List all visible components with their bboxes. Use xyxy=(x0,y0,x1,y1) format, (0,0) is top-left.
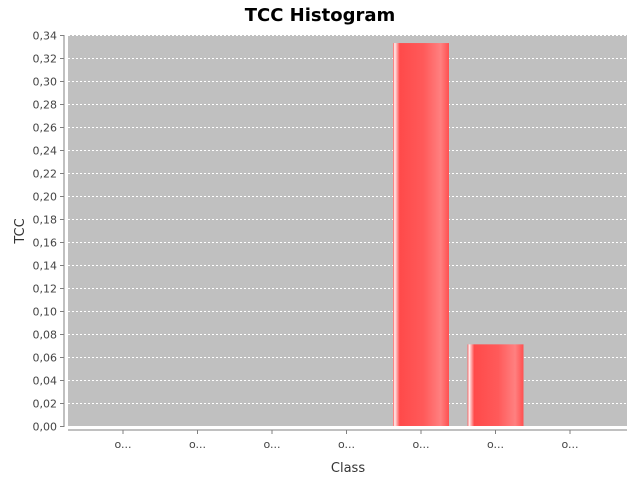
y-tick-label: 0,30 xyxy=(33,76,58,89)
bars xyxy=(393,43,524,427)
y-axis-ticks: 0,00 0,02 0,04 0,06 0,08 0,10 0,12 0,14 0,16 0,18… xyxy=(33,30,64,434)
bar xyxy=(467,344,524,426)
y-tick-label: 0,32 xyxy=(33,53,58,66)
y-tick-label: 0,34 xyxy=(33,30,58,43)
plot-area xyxy=(68,35,627,426)
y-tick-label: 0,28 xyxy=(33,99,58,112)
y-tick-label: 0,10 xyxy=(33,306,58,319)
chart-title: TCC Histogram xyxy=(245,5,396,26)
y-tick-label: 0,12 xyxy=(33,283,58,296)
y-tick-label: 0,00 xyxy=(33,421,58,434)
y-tick-label: 0,04 xyxy=(33,375,58,388)
y-tick-label: 0,18 xyxy=(33,214,58,227)
x-tick-label: o... xyxy=(114,438,131,451)
y-tick-label: 0,16 xyxy=(33,237,58,250)
y-tick-label: 0,20 xyxy=(33,191,58,204)
y-tick-label: 0,22 xyxy=(33,168,58,181)
x-tick-label: o... xyxy=(487,438,504,451)
y-tick-label: 0,02 xyxy=(33,398,58,411)
bar xyxy=(393,43,449,427)
x-tick-label: o... xyxy=(263,438,280,451)
y-tick-label: 0,14 xyxy=(33,260,58,273)
y-tick-label: 0,08 xyxy=(33,329,58,342)
y-tick-label: 0,26 xyxy=(33,122,58,135)
x-axis-ticks: o... o... o... o... o... o... o... xyxy=(114,430,579,451)
x-axis-label: Class xyxy=(331,461,365,476)
x-tick-label: o... xyxy=(561,438,578,451)
x-tick-label: o... xyxy=(189,438,206,451)
y-tick-label: 0,24 xyxy=(33,145,58,158)
y-tick-label: 0,06 xyxy=(33,352,58,365)
x-tick-label: o... xyxy=(338,438,355,451)
x-tick-label: o... xyxy=(412,438,429,451)
y-axis-label: TCC xyxy=(13,218,28,244)
gridlines xyxy=(68,35,627,404)
